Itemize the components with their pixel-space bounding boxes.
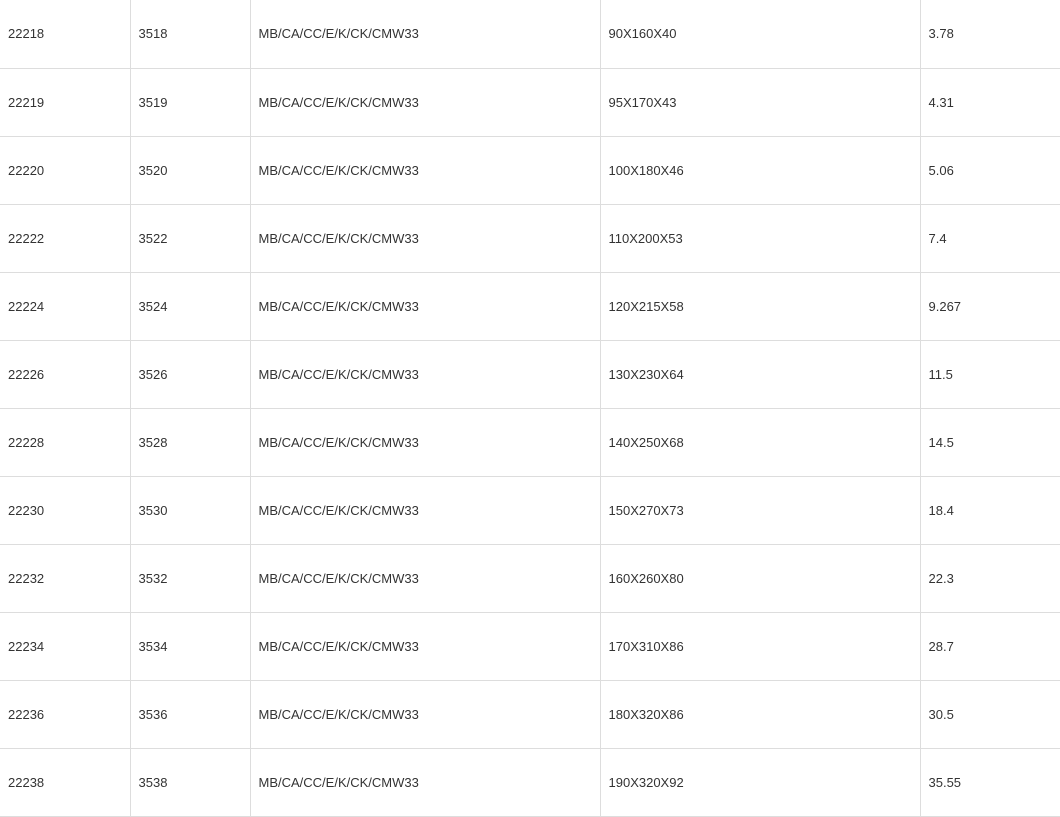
- cell-dimensions: 110X200X53: [600, 204, 920, 272]
- cell-weight: 9.267: [920, 272, 1060, 340]
- cell-dimensions: 140X250X68: [600, 408, 920, 476]
- cell-model-a: 22230: [0, 476, 130, 544]
- table-row: 22226 3526 MB/CA/CC/E/K/CK/CMW33 130X230…: [0, 340, 1060, 408]
- bearing-spec-table: 22218 3518 MB/CA/CC/E/K/CK/CMW33 90X160X…: [0, 0, 1060, 817]
- cell-type: MB/CA/CC/E/K/CK/CMW33: [250, 612, 600, 680]
- cell-model-a: 22234: [0, 612, 130, 680]
- cell-model-b: 3519: [130, 68, 250, 136]
- table-row: 22220 3520 MB/CA/CC/E/K/CK/CMW33 100X180…: [0, 136, 1060, 204]
- cell-model-a: 22218: [0, 0, 130, 68]
- cell-model-a: 22224: [0, 272, 130, 340]
- cell-weight: 14.5: [920, 408, 1060, 476]
- cell-weight: 35.55: [920, 748, 1060, 816]
- cell-dimensions: 90X160X40: [600, 0, 920, 68]
- cell-weight: 28.7: [920, 612, 1060, 680]
- cell-model-b: 3534: [130, 612, 250, 680]
- cell-dimensions: 130X230X64: [600, 340, 920, 408]
- cell-model-a: 22238: [0, 748, 130, 816]
- cell-weight: 22.3: [920, 544, 1060, 612]
- cell-model-b: 3524: [130, 272, 250, 340]
- cell-dimensions: 180X320X86: [600, 680, 920, 748]
- cell-dimensions: 160X260X80: [600, 544, 920, 612]
- cell-type: MB/CA/CC/E/K/CK/CMW33: [250, 408, 600, 476]
- cell-model-a: 22236: [0, 680, 130, 748]
- cell-model-b: 3520: [130, 136, 250, 204]
- cell-type: MB/CA/CC/E/K/CK/CMW33: [250, 68, 600, 136]
- cell-type: MB/CA/CC/E/K/CK/CMW33: [250, 136, 600, 204]
- cell-weight: 5.06: [920, 136, 1060, 204]
- cell-model-a: 22226: [0, 340, 130, 408]
- cell-model-b: 3518: [130, 0, 250, 68]
- cell-type: MB/CA/CC/E/K/CK/CMW33: [250, 476, 600, 544]
- cell-type: MB/CA/CC/E/K/CK/CMW33: [250, 680, 600, 748]
- cell-model-b: 3526: [130, 340, 250, 408]
- cell-weight: 18.4: [920, 476, 1060, 544]
- cell-weight: 7.4: [920, 204, 1060, 272]
- cell-weight: 4.31: [920, 68, 1060, 136]
- cell-dimensions: 190X320X92: [600, 748, 920, 816]
- cell-model-b: 3522: [130, 204, 250, 272]
- table-row: 22234 3534 MB/CA/CC/E/K/CK/CMW33 170X310…: [0, 612, 1060, 680]
- cell-model-a: 22220: [0, 136, 130, 204]
- table-row: 22218 3518 MB/CA/CC/E/K/CK/CMW33 90X160X…: [0, 0, 1060, 68]
- cell-type: MB/CA/CC/E/K/CK/CMW33: [250, 204, 600, 272]
- cell-weight: 30.5: [920, 680, 1060, 748]
- cell-type: MB/CA/CC/E/K/CK/CMW33: [250, 748, 600, 816]
- cell-type: MB/CA/CC/E/K/CK/CMW33: [250, 340, 600, 408]
- cell-dimensions: 100X180X46: [600, 136, 920, 204]
- cell-model-a: 22228: [0, 408, 130, 476]
- cell-model-b: 3528: [130, 408, 250, 476]
- table-row: 22224 3524 MB/CA/CC/E/K/CK/CMW33 120X215…: [0, 272, 1060, 340]
- cell-model-a: 22219: [0, 68, 130, 136]
- cell-type: MB/CA/CC/E/K/CK/CMW33: [250, 272, 600, 340]
- cell-weight: 11.5: [920, 340, 1060, 408]
- table-row: 22230 3530 MB/CA/CC/E/K/CK/CMW33 150X270…: [0, 476, 1060, 544]
- cell-model-b: 3530: [130, 476, 250, 544]
- table-row: 22228 3528 MB/CA/CC/E/K/CK/CMW33 140X250…: [0, 408, 1060, 476]
- table-row: 22222 3522 MB/CA/CC/E/K/CK/CMW33 110X200…: [0, 204, 1060, 272]
- cell-dimensions: 150X270X73: [600, 476, 920, 544]
- cell-type: MB/CA/CC/E/K/CK/CMW33: [250, 544, 600, 612]
- table-row: 22232 3532 MB/CA/CC/E/K/CK/CMW33 160X260…: [0, 544, 1060, 612]
- table-row: 22219 3519 MB/CA/CC/E/K/CK/CMW33 95X170X…: [0, 68, 1060, 136]
- table-row: 22238 3538 MB/CA/CC/E/K/CK/CMW33 190X320…: [0, 748, 1060, 816]
- cell-model-b: 3536: [130, 680, 250, 748]
- table-body: 22218 3518 MB/CA/CC/E/K/CK/CMW33 90X160X…: [0, 0, 1060, 816]
- cell-model-a: 22232: [0, 544, 130, 612]
- cell-dimensions: 95X170X43: [600, 68, 920, 136]
- cell-model-a: 22222: [0, 204, 130, 272]
- cell-dimensions: 170X310X86: [600, 612, 920, 680]
- cell-dimensions: 120X215X58: [600, 272, 920, 340]
- cell-weight: 3.78: [920, 0, 1060, 68]
- cell-model-b: 3538: [130, 748, 250, 816]
- cell-type: MB/CA/CC/E/K/CK/CMW33: [250, 0, 600, 68]
- cell-model-b: 3532: [130, 544, 250, 612]
- table-row: 22236 3536 MB/CA/CC/E/K/CK/CMW33 180X320…: [0, 680, 1060, 748]
